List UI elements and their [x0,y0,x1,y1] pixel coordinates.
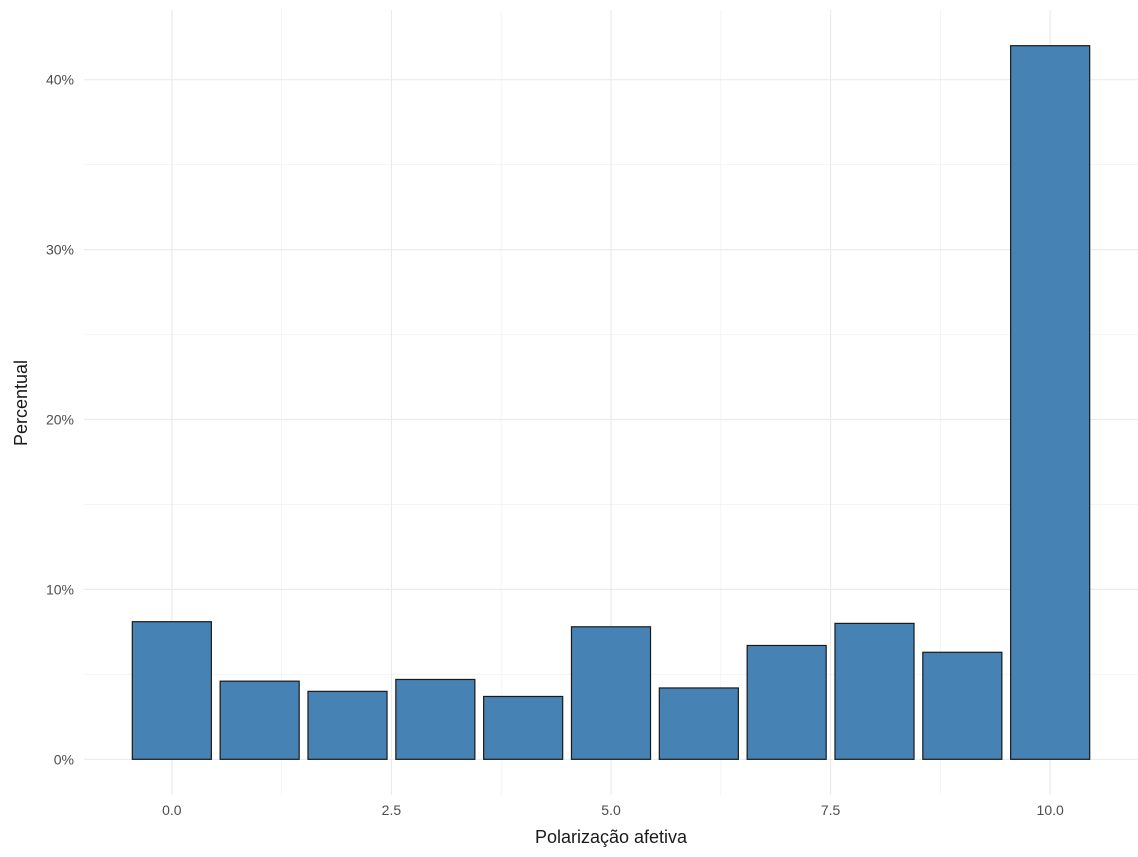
x-tick-label: 7.5 [821,802,841,818]
x-axis-ticks: 0.0 2.5 5.0 7.5 10.0 [162,802,1064,818]
bar-9 [922,651,1003,760]
y-tick-label: 10% [46,581,74,597]
bar-3 [395,678,476,760]
bar-1 [219,680,300,760]
x-tick-label: 0.0 [162,802,182,818]
bar-2 [307,690,388,760]
bar-0 [131,621,212,760]
bar-4 [483,695,564,760]
x-tick-label: 5.0 [601,802,621,818]
y-tick-label: 20% [46,411,74,427]
bar-10 [1010,45,1091,760]
y-tick-label: 40% [46,72,74,88]
x-tick-label: 10.0 [1037,802,1064,818]
y-tick-label: 30% [46,242,74,258]
bar-5 [570,626,652,760]
bars [131,45,1091,760]
x-axis-title: Polarização afetiva [535,827,688,847]
y-axis-ticks: 0% 10% 20% 30% 40% [46,72,74,768]
bar-7 [746,644,827,760]
x-tick-label: 2.5 [382,802,402,818]
bar-8 [834,622,915,760]
y-tick-label: 0% [54,751,74,767]
bar-6 [658,687,739,760]
y-axis-title: Percentual [11,360,31,446]
